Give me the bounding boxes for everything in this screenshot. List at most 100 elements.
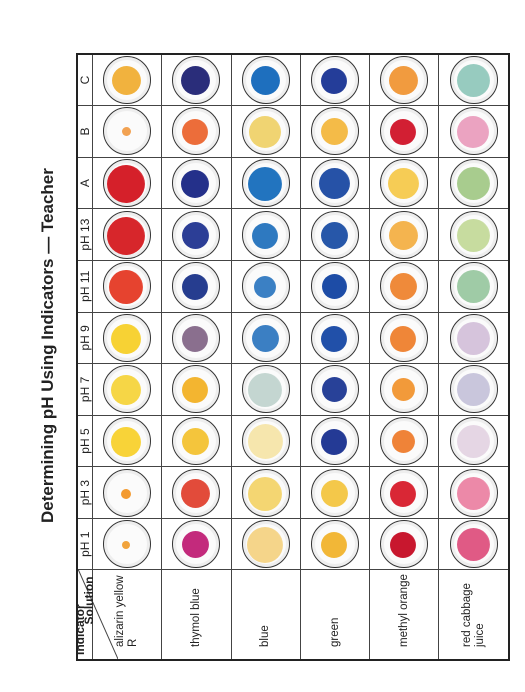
indicator-drop [456,116,489,149]
indicator-name: thymol blue [161,570,232,660]
result-cell [92,260,162,313]
indicator-drop [182,377,209,404]
petri-dish [380,262,429,311]
petri-dish [172,262,221,311]
table-row: thymol blue [161,54,232,660]
result-cell [438,54,509,106]
result-cell [300,312,370,364]
indicator-drop [181,478,211,508]
result-cell [300,518,370,570]
result-cell [300,260,370,313]
indicator-name: red cabbage juice [438,570,509,660]
diagonal-divider [78,569,118,659]
result-cell [92,312,162,364]
result-cell [161,105,232,158]
result-cell [369,105,439,158]
result-cell [438,157,509,209]
indicator-drop [390,119,417,146]
result-cell [300,363,370,416]
petri-dish [103,262,152,311]
indicator-drop [251,222,278,249]
petri-dish [380,56,429,105]
result-cell [92,518,162,570]
petri-dish [449,417,498,466]
petri-dish [241,262,290,311]
indicator-header-label: Indicator [76,604,87,655]
indicator-drop [247,424,283,460]
petri-dish [172,56,221,105]
result-cell [438,518,509,570]
petri-dish [241,365,290,414]
column-header: A [77,157,93,209]
indicator-name: green [300,570,370,660]
petri-dish [311,520,360,569]
petri-dish [449,159,498,208]
indicator-drop [390,480,417,507]
petri-dish [172,417,221,466]
result-cell [161,208,232,261]
result-cell [369,518,439,570]
indicator-name: methyl orange [369,570,439,660]
result-cell [161,415,232,467]
result-cell [231,312,301,364]
indicator-drop [456,64,490,98]
result-cell [231,105,301,158]
indicator-drop [390,532,417,559]
indicator-drop [322,274,348,300]
result-cell [300,208,370,261]
indicator-drop [456,167,490,201]
petri-dish [103,417,152,466]
result-cell [300,415,370,467]
result-cell [369,466,439,519]
result-cell [438,363,509,416]
indicator-drop [182,274,209,301]
petri-dish [311,262,360,311]
petri-dish [380,468,429,517]
petri-dish [311,417,360,466]
petri-dish [172,520,221,569]
indicator-drop [251,324,279,352]
indicator-drop [181,170,210,199]
indicator-drop [182,119,209,146]
result-cell [300,105,370,158]
indicator-drop [456,373,490,407]
petri-dish [172,365,221,414]
indicator-drop [388,168,420,200]
indicator-drop [107,165,146,204]
result-cell [231,363,301,416]
result-cell [438,466,509,519]
indicator-drop [321,325,348,352]
indicator-drop [456,476,490,510]
petri-dish [241,210,290,259]
petri-dish [241,468,290,517]
result-cell [161,312,232,364]
petri-dish [103,365,152,414]
indicator-drop [182,221,210,249]
column-header: pH 5 [77,415,93,467]
result-cell [231,415,301,467]
result-cell [438,208,509,261]
result-cell [300,157,370,209]
result-cell [438,260,509,313]
column-header: pH 3 [77,466,93,519]
indicator-drop [247,167,282,202]
result-cell [92,105,162,158]
indicator-drop [111,375,142,406]
result-cell [92,54,162,106]
column-header: pH 1 [77,518,93,570]
petri-dish [241,520,290,569]
indicator-drop [109,270,144,305]
petri-dish [449,468,498,517]
indicator-drop [389,66,419,96]
indicator-drop [181,66,211,96]
result-cell [92,363,162,416]
petri-dish [241,107,290,156]
column-header: C [77,54,93,106]
petri-dish [380,210,429,259]
result-cell [161,518,232,570]
indicator-drop [456,528,490,562]
result-cell [369,157,439,209]
